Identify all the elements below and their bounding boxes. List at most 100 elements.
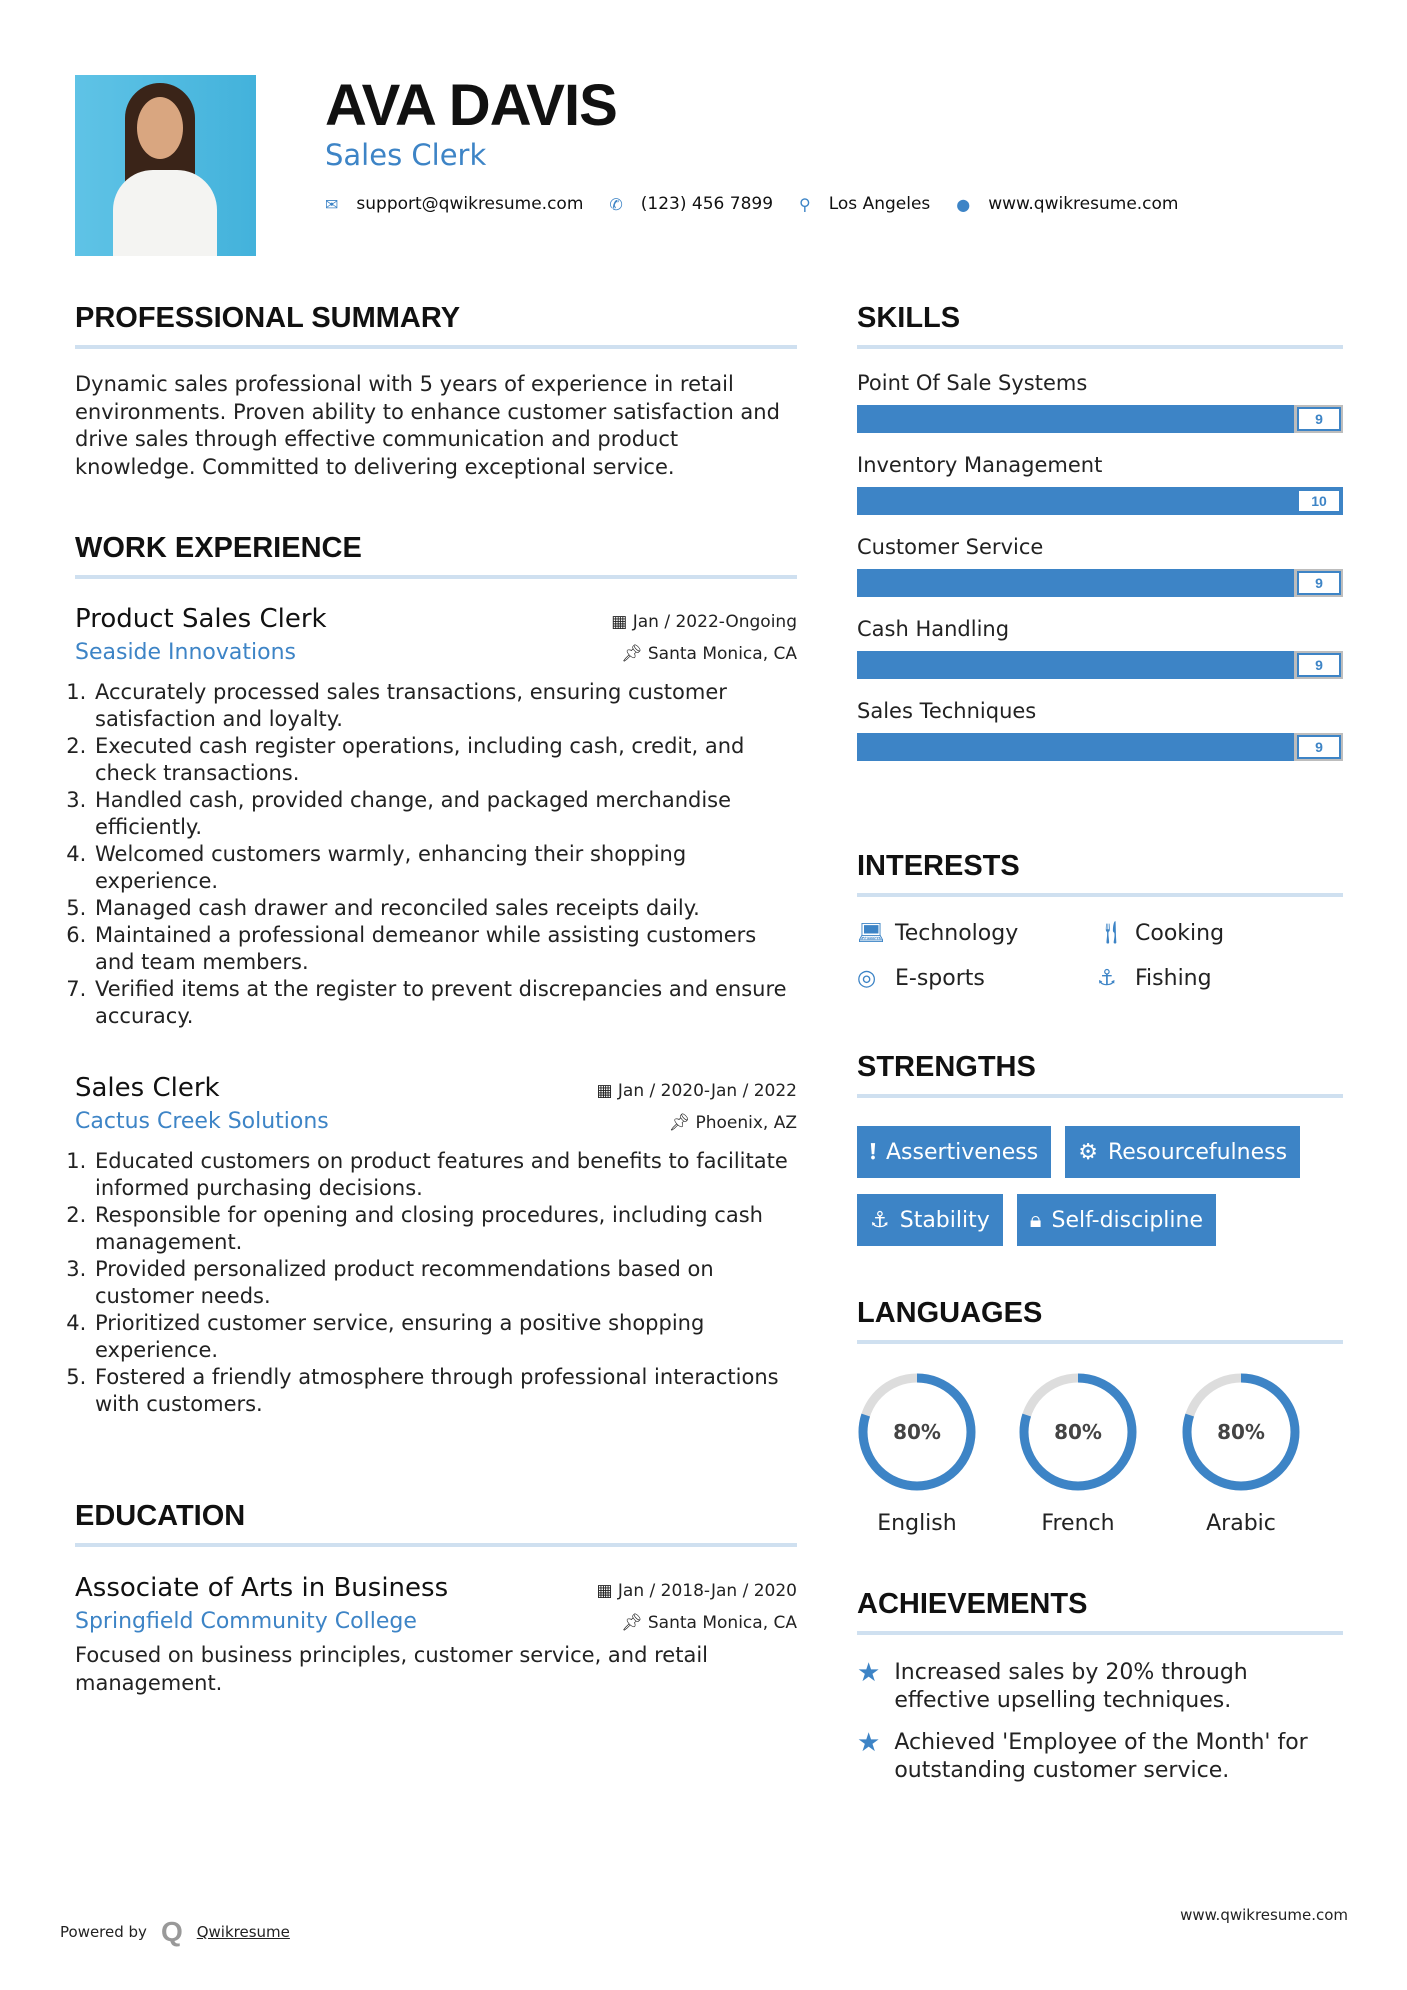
lock-icon: 🔒︎ [1029,1207,1042,1233]
skill-name: Cash Handling [857,617,1010,641]
language-percent: 80% [893,1420,941,1444]
summary-section: PROFESSIONAL SUMMARY Dynamic sales profe… [75,302,797,481]
degree: Associate of Arts in Business [75,1573,449,1603]
skill-item: Cash Handling 9 [857,617,1343,679]
section-heading: SKILLS [857,302,1343,349]
achievement-item: ★ Achieved 'Employee of the Month' for ou… [857,1729,1343,1785]
globe-icon: ● [956,194,971,214]
candidate-title: Sales Clerk [325,138,487,172]
interest-label: Cooking [1135,921,1225,946]
language-donut-fill [858,1373,976,1491]
gears-icon: ⚙ [1078,1139,1098,1165]
pin-icon: 📌︎ [620,1613,648,1633]
list-item: Educated customers on product features a… [93,1148,797,1202]
skill-bar-fill [857,651,1295,679]
section-heading: EDUCATION [75,1500,797,1547]
skill-level: 9 [1297,407,1341,431]
calendar-icon: ▦ [596,1581,618,1601]
company-name: Cactus Creek Solutions [75,1109,329,1134]
interest-item: 🍴︎ Cooking [1097,921,1337,946]
contact-bar: ✉ support@qwikresume.com ✆ (123) 456 7899 … [325,194,1197,214]
footer-brand: Powered by Q Qwikresume [60,1916,290,1948]
edu-location: Santa Monica, CA [647,1613,797,1633]
language-percent: 80% [1217,1420,1265,1444]
skill-item: Inventory Management 10 [857,453,1343,515]
skill-name: Sales Techniques [857,699,1037,723]
job-bullets: Accurately processed sales transactions,… [75,679,797,1030]
list-item: Handled cash, provided change, and packa… [93,787,797,841]
language-name: English [877,1511,957,1536]
pin-icon: 📌︎ [668,1113,696,1133]
job-title: Sales Clerk [75,1073,220,1103]
map-pin-icon: ⚲ [799,194,811,214]
skill-bar: 9 [857,569,1343,597]
language-item: 80% Arabic [1161,1370,1321,1536]
interest-label: Technology [895,921,1019,946]
language-name: Arabic [1206,1511,1276,1536]
job-bullets: Educated customers on product features a… [75,1148,797,1418]
language-donut: 80% [1182,1373,1300,1491]
phone-icon: ✆ [609,194,623,214]
skill-bar: 10 [857,487,1343,515]
section-heading: WORK EXPERIENCE [75,532,797,579]
job-dates: Jan / 2022-Ongoing [632,612,797,632]
section-heading: INTERESTS [857,850,1343,897]
calendar-icon: ▦ [596,1081,618,1101]
interests-section: INTERESTS 💻︎ Technology 🍴︎ Cooking ◎ E-spor… [857,850,1343,991]
skill-name: Inventory Management [857,453,1103,477]
list-item: Maintained a professional demeanor while… [93,922,797,976]
list-item: Fostered a friendly atmosphere through p… [93,1364,797,1418]
section-heading: PROFESSIONAL SUMMARY [75,302,797,349]
job-title: Product Sales Clerk [75,604,327,634]
achievement-text: Increased sales by 20% through effective… [894,1660,1248,1713]
utensils-icon: 🍴︎ [1097,921,1125,946]
life-ring-icon: ◎ [857,966,877,991]
summary-text: Dynamic sales professional with 5 years … [75,372,780,479]
footer-website[interactable]: www.qwikresume.com [1180,1906,1348,1924]
list-item: Managed cash drawer and reconciled sales… [93,895,797,922]
section-heading: ACHIEVEMENTS [857,1588,1343,1635]
list-item: Accurately processed sales transactions,… [93,679,797,733]
interest-label: Fishing [1135,966,1212,991]
skill-bar-fill [857,733,1295,761]
brand-link[interactable]: Qwikresume [196,1923,290,1941]
interest-item: ◎ E-sports [857,966,1097,991]
skills-section: SKILLS Point Of Sale Systems 9 Inventory … [857,302,1343,761]
skill-bar-fill [857,487,1343,515]
strength-label: Self-discipline [1051,1207,1203,1233]
strength-label: Assertiveness [885,1139,1039,1165]
interest-item: 💻︎ Technology [857,921,1097,946]
language-percent: 80% [1054,1420,1102,1444]
calendar-icon: ▦ [611,612,633,632]
strengths-section: STRENGTHS ❗︎ Assertiveness ⚙ Resourcefulne… [857,1051,1343,1246]
list-item: Verified items at the register to preven… [93,976,797,1030]
list-item: Executed cash register operations, inclu… [93,733,797,787]
skill-bar: 9 [857,733,1343,761]
achievement-text: Achieved 'Employee of the Month' for out… [894,1730,1308,1783]
strength-badge: ⚙ Resourcefulness [1065,1126,1301,1178]
language-donut-fill [1182,1373,1300,1491]
language-donut: 80% [1019,1373,1137,1491]
education-section: EDUCATION Associate of Arts in Business ▦… [75,1500,797,1697]
pin-icon: 📌︎ [620,644,648,664]
anchor-icon: ⚓︎ [870,1207,890,1233]
anchor-icon: ⚓︎ [1097,966,1117,991]
edu-description: Focused on business principles, customer… [75,1643,708,1695]
skill-level: 9 [1297,735,1341,759]
skill-item: Customer Service 9 [857,535,1343,597]
skill-name: Customer Service [857,535,1044,559]
laptop-icon: 💻︎ [857,921,885,946]
list-item: Provided personalized product recommenda… [93,1256,797,1310]
language-donut-fill [1019,1373,1137,1491]
language-item: 80% English [837,1370,997,1536]
email[interactable]: support@qwikresume.com [356,194,584,214]
website[interactable]: www.qwikresume.com [988,194,1179,214]
edu-dates: Jan / 2018-Jan / 2020 [617,1581,797,1601]
star-icon: ★ [857,1658,881,1688]
skill-bar: 9 [857,405,1343,433]
powered-by: Powered by [60,1923,147,1941]
interest-label: E-sports [895,966,985,991]
skill-item: Sales Techniques 9 [857,699,1343,761]
languages-section: LANGUAGES [857,1297,1343,1344]
interest-item: ⚓︎ Fishing [1097,966,1337,991]
